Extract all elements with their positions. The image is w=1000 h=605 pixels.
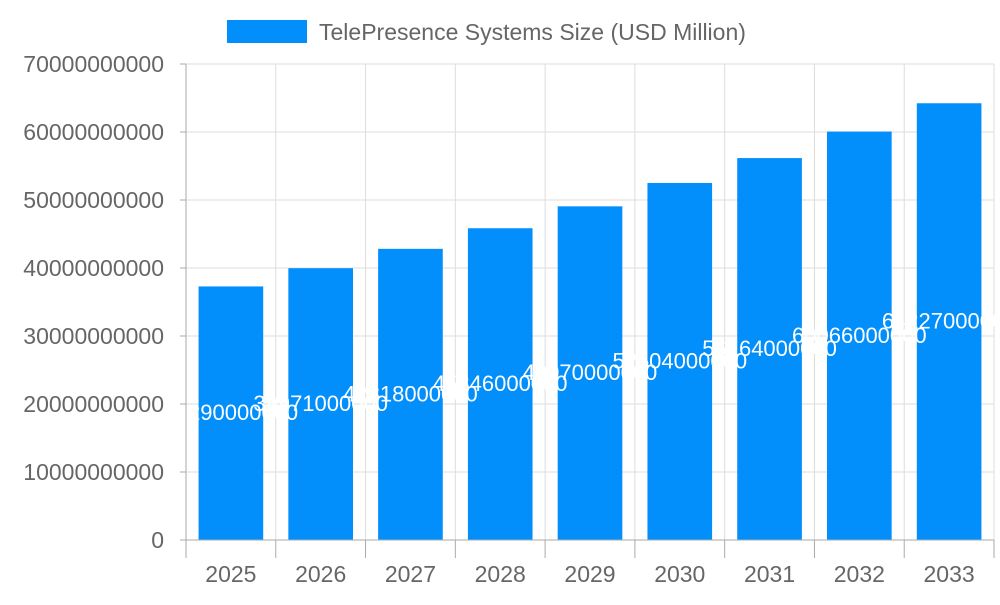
x-tick-label: 2033 xyxy=(924,561,975,587)
data-label: 52504000000 xyxy=(612,348,747,373)
legend[interactable]: TelePresence Systems Size (USD Million) xyxy=(227,19,746,45)
data-label: 39971000000 xyxy=(253,391,388,416)
x-tick-label: 2032 xyxy=(834,561,885,587)
legend-swatch xyxy=(227,20,307,43)
y-tick-label: 0 xyxy=(151,527,164,553)
y-tick-label: 20000000000 xyxy=(23,391,164,417)
x-tick-label: 2027 xyxy=(385,561,436,587)
bar xyxy=(467,228,533,540)
bar xyxy=(827,131,892,540)
x-tick-label: 2028 xyxy=(475,561,526,587)
data-label: 42818000000 xyxy=(343,381,478,406)
x-tick-label: 2026 xyxy=(295,561,346,587)
y-tick-label: 30000000000 xyxy=(23,323,164,349)
data-label: 60066000000 xyxy=(792,323,927,348)
bar xyxy=(288,268,353,540)
data-label: 49070000000 xyxy=(523,360,658,385)
bar xyxy=(557,206,623,540)
x-tick-label: 2031 xyxy=(744,561,795,587)
legend-label: TelePresence Systems Size (USD Million) xyxy=(319,19,746,45)
y-tick-label: 50000000000 xyxy=(23,187,164,213)
data-label: 56164000000 xyxy=(702,336,837,361)
bars xyxy=(198,103,982,541)
data-label: 45846000000 xyxy=(433,371,568,396)
x-tick-label: 2030 xyxy=(654,561,705,587)
bar xyxy=(198,286,264,540)
bar xyxy=(737,158,802,541)
y-tick-label: 70000000000 xyxy=(23,51,164,77)
x-tick-label: 2025 xyxy=(205,561,256,587)
x-tick-label: 2029 xyxy=(564,561,615,587)
axes: 0 10000000000 20000000000 30000000000 400000… xyxy=(23,51,995,587)
bar xyxy=(378,248,443,541)
bar xyxy=(916,103,982,540)
bar xyxy=(647,182,713,541)
y-tick-label: 40000000000 xyxy=(23,255,164,281)
data-labels: 3729000000039971000000428180000004584600… xyxy=(164,309,1000,426)
y-tick-label: 10000000000 xyxy=(23,459,164,485)
y-tick-label: 60000000000 xyxy=(23,119,164,145)
